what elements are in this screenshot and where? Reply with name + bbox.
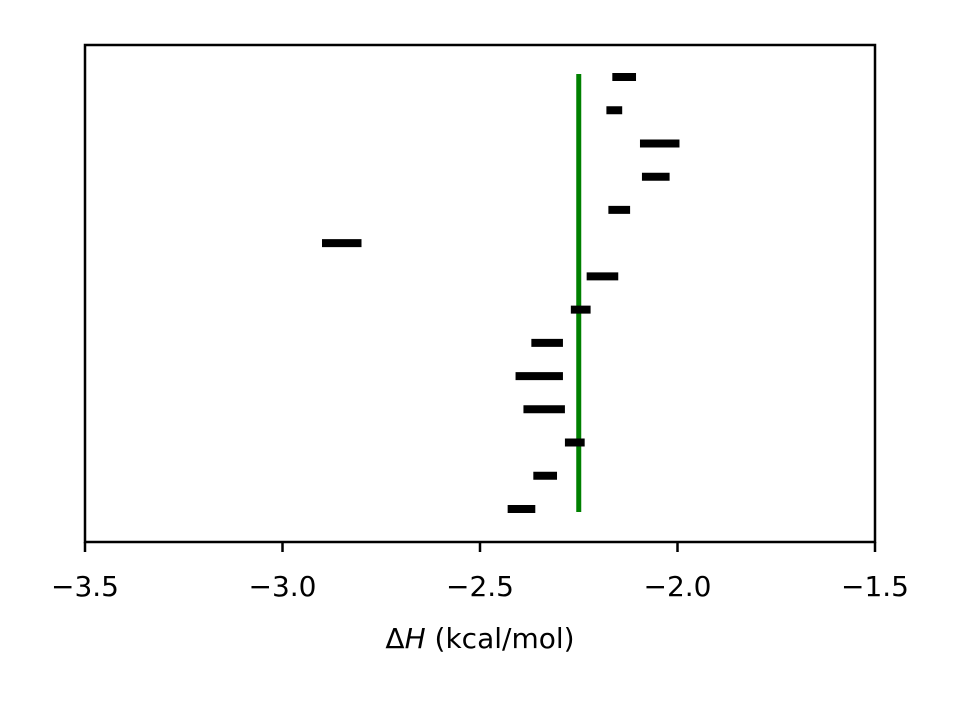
x-tick-label: −3.0 bbox=[249, 570, 317, 603]
x-tick-label: −2.0 bbox=[644, 570, 712, 603]
x-tick-label: −1.5 bbox=[841, 570, 909, 603]
x-axis: −3.5 −3.0 −2.5 −2.0 −1.5 bbox=[51, 542, 909, 603]
x-tick-label: −2.5 bbox=[446, 570, 514, 603]
chart-marks bbox=[322, 73, 680, 513]
x-tick-label: −3.5 bbox=[51, 570, 119, 603]
plot-frame bbox=[83, 43, 877, 544]
x-axis-label: ΔH (kcal/mol) bbox=[385, 622, 574, 655]
